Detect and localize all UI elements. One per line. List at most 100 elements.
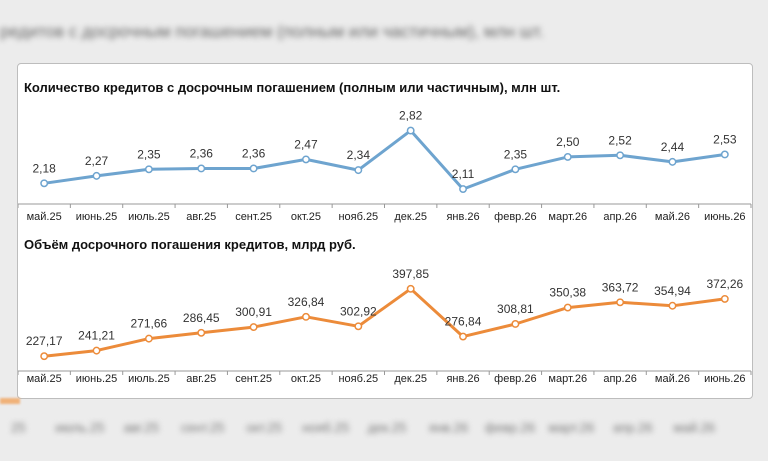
background-axis-label: февр.26 [484,420,536,435]
chart1-tick-label: февр.26 [494,211,536,223]
chart1-data-label: 2,18 [32,161,56,175]
chart2-series-line [44,287,725,358]
chart2-tick-label: янв.26 [446,373,479,385]
chart1-data-label: 2,34 [347,148,371,162]
chart1-point [668,157,677,166]
chart1-point [92,171,101,180]
chart1-point [563,152,572,161]
chart1-tick-label: янв.26 [446,211,479,223]
chart2-point [668,301,677,310]
background-axis-label: авг.25 [123,420,159,435]
chart2-point [144,334,153,343]
background-axis-label: янв.26 [428,420,469,435]
chart1-plot: 2,18 май.25 2,27 июнь.25 2,35 июль.25 2,36 авг.… [18,109,752,223]
chart2-data-label: 350,38 [549,286,586,300]
chart1-point [197,164,206,173]
chart2-plot: 227,17 май.25 241,21 июнь.25 271,66 июль.25 28… [18,267,752,385]
chart2-tick-label: июнь.25 [76,373,118,385]
chart2-tick-label: май.26 [655,373,690,385]
chart2-point [563,303,572,312]
chart2-tick-label: окт.25 [291,373,321,385]
background-title: редитов с досрочным погашением (полным и… [0,22,544,41]
background-decoration [0,398,20,404]
chart1-point [616,151,625,160]
chart1-tick-label: май.26 [655,211,690,223]
background-axis-label: дек.25 [367,420,407,435]
chart2-tick-label: июль.25 [128,373,170,385]
background-axis-label: нояб.25 [302,420,350,435]
background-axis-label: сент.25 [181,420,225,435]
chart2-tick-label: апр.26 [603,373,636,385]
chart2-data-label: 286,45 [183,311,220,325]
background-axis-label: июль.25 [55,420,105,435]
chart2-tick-label: март.26 [548,373,587,385]
chart1-tick-label: окт.25 [291,211,321,223]
chart1-data-label: 2,44 [661,140,685,154]
chart2-point [92,346,101,355]
chart1-data-label: 2,52 [608,133,632,147]
background-axis-label: окт.25 [246,420,283,435]
chart2-data-label: 227,17 [26,334,63,348]
chart1-tick-label: июнь.26 [704,211,746,223]
chart2-tick-label: май.25 [27,373,62,385]
chart1-tick-label: дек.25 [394,211,427,223]
chart2-point [197,328,206,337]
chart2-data-label: 271,66 [131,317,168,331]
chart2-tick-label: нояб.25 [338,373,378,385]
chart1-point [302,155,310,164]
background-axis-label: 25 [11,420,26,435]
chart1-data-label: 2,82 [399,109,423,123]
chart-panel: Количество кредитов с досрочным погашени… [17,63,753,399]
chart1-data-label: 2,36 [190,146,214,160]
chart2-data-label: 276,84 [445,315,482,329]
chart1-point [144,165,153,174]
chart1-point [511,165,520,174]
chart2-data-label: 308,81 [497,302,534,316]
chart2-tick-label: авг.25 [186,373,216,385]
chart2-point [511,320,520,328]
chart1-data-label: 2,27 [85,154,109,168]
chart2-data-label: 302,92 [340,304,377,318]
chart1-tick-label: апр.26 [603,211,636,223]
chart1-tick-label: сент.25 [235,211,272,223]
chart1-point [459,185,467,194]
chart2-point [459,332,467,341]
chart1-series-line [43,129,726,191]
background-axis-label: март.26 [548,420,595,435]
chart1-data-label: 2,11 [452,167,475,181]
chart1-tick-label: нояб.25 [338,211,378,223]
chart1-point [40,179,49,188]
chart2-tick-label: дек.25 [394,373,427,385]
chart1-data-label: 2,53 [713,132,737,146]
chart2-point [616,298,625,307]
chart2-point [40,352,49,361]
chart2-tick-label: сент.25 [235,373,272,385]
chart2-tick-label: февр.26 [494,373,536,385]
chart2-point [249,323,258,332]
chart2-point [406,284,415,293]
chart1-title: Количество кредитов с досрочным погашени… [24,80,560,95]
background-axis: 25 июль.25 авг.25 сент.25 окт.25 нояб.25 дек.2… [0,420,768,444]
chart2-data-label: 354,94 [654,284,691,298]
charts-svg: Количество кредитов с досрочным погашени… [18,80,752,385]
chart1-tick-label: май.25 [27,211,62,223]
chart1-tick-label: март.26 [548,211,587,223]
chart1-data-label: 2,35 [504,147,528,161]
chart2-point [720,294,729,303]
chart1-data-label: 2,35 [137,147,161,161]
chart1-data-label: 2,36 [242,146,266,160]
background-axis-label: апр.26 [613,420,653,435]
chart2-data-label: 363,72 [602,280,639,294]
chart1-point [354,166,363,175]
background-axis-label: май.26 [673,420,716,435]
chart2-data-label: 372,26 [706,277,743,291]
chart1-data-label: 2,47 [294,137,318,151]
chart1-point [249,164,258,173]
chart2-tick-label: июнь.26 [704,373,746,385]
chart2-data-label: 326,84 [288,295,325,309]
chart2-title: Объём досрочного погашения кредитов, млр… [24,237,356,252]
chart1-data-label: 2,50 [556,135,580,149]
chart1-tick-label: июль.25 [128,211,170,223]
chart2-data-label: 300,91 [235,305,272,319]
chart1-point [406,126,415,135]
